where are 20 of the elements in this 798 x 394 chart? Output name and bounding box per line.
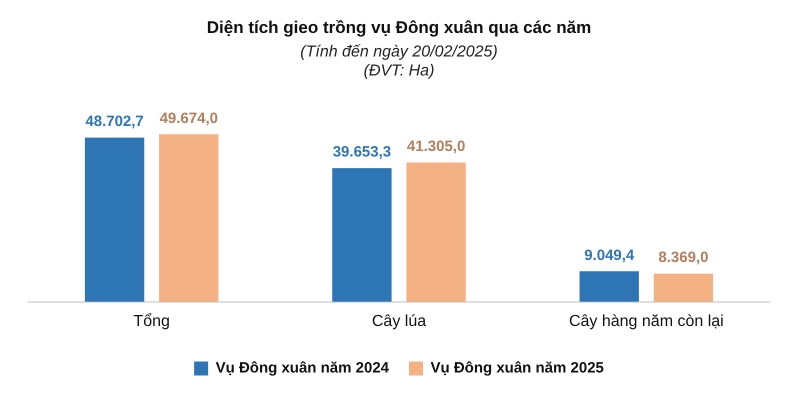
bar bbox=[84, 138, 144, 302]
bar bbox=[580, 271, 639, 302]
bar bbox=[654, 274, 714, 302]
legend-label: Vụ Đông xuân năm 2025 bbox=[430, 360, 604, 377]
data-label: 49.674,0 bbox=[160, 110, 218, 127]
data-label: 9.049,4 bbox=[584, 246, 635, 264]
x-tick-label: Cây lúa bbox=[372, 312, 426, 330]
legend-label: Vụ Đông xuân năm 2024 bbox=[216, 360, 390, 377]
bar bbox=[159, 134, 218, 302]
text: (ĐVT: Ha) bbox=[364, 62, 434, 80]
data-label: 8.369,0 bbox=[658, 249, 708, 266]
x-tick-label: Cây hàng năm còn lại bbox=[568, 312, 724, 330]
bar bbox=[406, 162, 466, 302]
chart-title: Diện tích gieo trồng vụ Đông xuân qua các năm bbox=[206, 18, 592, 37]
data-label: 39.653,3 bbox=[332, 144, 392, 161]
data-label: 41.305,0 bbox=[406, 138, 466, 156]
data-label: 48.702,7 bbox=[85, 113, 144, 130]
bar bbox=[332, 168, 392, 302]
x-tick-label: Tổng bbox=[133, 312, 170, 330]
chart-subtitle: (Tính đến ngày 20/02/2025) bbox=[300, 43, 498, 60]
